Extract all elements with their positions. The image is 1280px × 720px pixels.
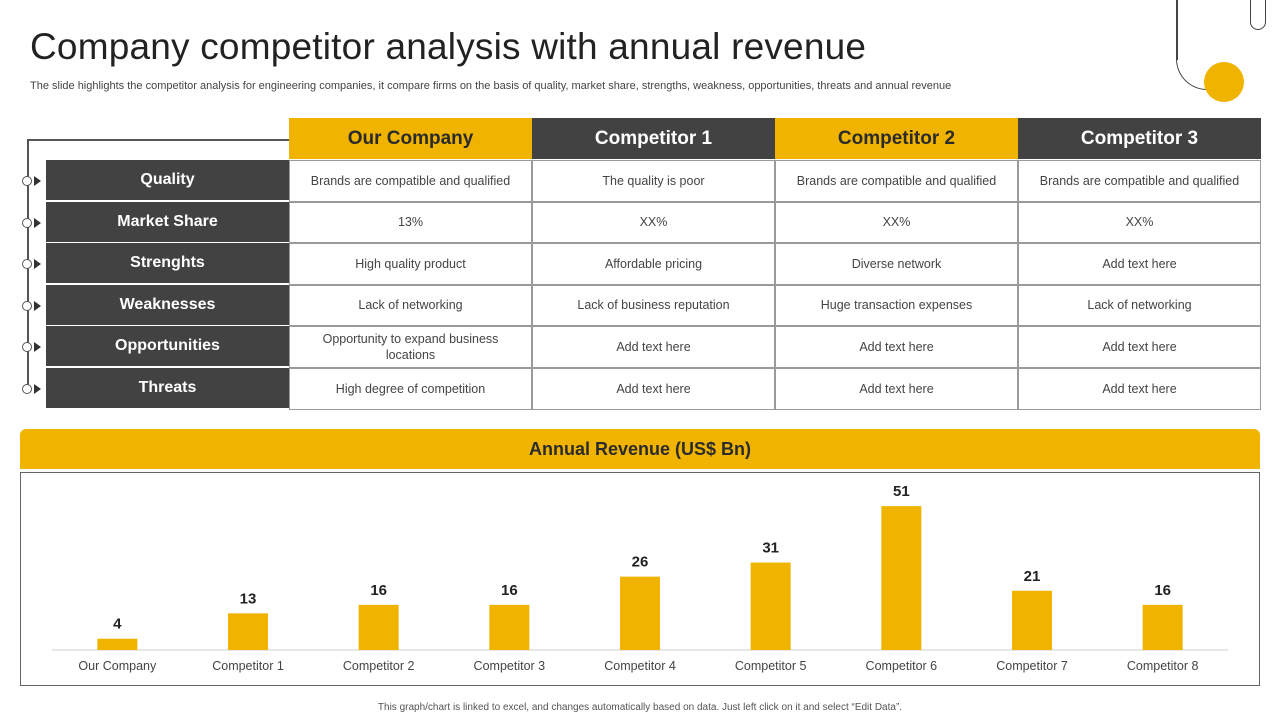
table-cell: Huge transaction expenses: [775, 284, 1018, 327]
column-header-1: Our Company: [289, 118, 532, 159]
column-header-4: Competitor 3: [1018, 118, 1261, 159]
table-cell: High degree of competition: [289, 368, 532, 410]
bar-2: [228, 613, 268, 650]
column-header-3: Competitor 2: [775, 118, 1018, 159]
page-subtitle: The slide highlights the competitor anal…: [30, 80, 952, 92]
x-tick-label: Competitor 2: [343, 659, 415, 673]
row-label: Threats: [46, 368, 289, 409]
decoration-circle: [1204, 62, 1244, 102]
x-tick-label: Competitor 5: [735, 659, 807, 673]
table-cell: Add text here: [1018, 243, 1261, 285]
bar-8: [1012, 590, 1052, 650]
table-cell: XX%: [532, 201, 775, 244]
table-cell: Add text here: [532, 368, 775, 410]
table-cell: Brands are compatible and qualified: [289, 160, 532, 202]
table-cell: Lack of business reputation: [532, 284, 775, 327]
table-cell: The quality is poor: [532, 160, 775, 202]
table-bracket-horizontal: [27, 139, 289, 141]
table-cell: Add text here: [775, 368, 1018, 410]
row-bullet-icon: [22, 340, 50, 354]
chart-frame: [20, 472, 1260, 686]
table-cell: High quality product: [289, 243, 532, 285]
x-tick-label: Competitor 3: [474, 659, 546, 673]
x-tick-label: Competitor 8: [1127, 659, 1199, 673]
table-cell: Affordable pricing: [532, 243, 775, 285]
table-cell: Diverse network: [775, 243, 1018, 285]
footer-note: This graph/chart is linked to excel, and…: [377, 702, 903, 713]
data-label: 51: [893, 483, 910, 500]
decoration-line-stem: [1176, 0, 1178, 60]
bar-9: [1142, 604, 1183, 650]
data-label: 21: [1024, 568, 1041, 585]
table-cell: Add text here: [1018, 326, 1261, 368]
row-bullet-icon: [22, 216, 50, 230]
table-cell: 13%: [289, 201, 532, 244]
data-label: 16: [501, 582, 518, 599]
data-label: 16: [370, 582, 387, 599]
data-label: 4: [113, 616, 122, 633]
row-bullet-icon: [22, 174, 50, 188]
bar-3: [358, 604, 399, 650]
table-cell: XX%: [1018, 201, 1261, 244]
table-cell: Opportunity to expand business locations: [289, 326, 532, 368]
row-label: Quality: [46, 160, 289, 201]
data-label: 26: [632, 554, 649, 571]
data-label: 31: [762, 540, 779, 557]
row-bullet-icon: [22, 257, 50, 271]
row-bullet-icon: [22, 299, 50, 313]
x-tick-label: Competitor 4: [604, 659, 676, 673]
data-label: 16: [1154, 582, 1171, 599]
chart-title-banner: Annual Revenue (US$ Bn): [20, 429, 1260, 469]
row-label: Strenghts: [46, 243, 289, 285]
x-tick-label: Competitor 6: [866, 659, 938, 673]
table-cell: Add text here: [532, 326, 775, 368]
table-cell: Lack of networking: [1018, 284, 1261, 327]
data-label: 13: [240, 590, 257, 607]
bar-4: [489, 604, 530, 650]
revenue-bar-chart: 4 Our Company 13 Competitor 1 16 Competitor 2…: [52, 483, 1228, 673]
table-cell: Add text here: [775, 326, 1018, 368]
row-label: Weaknesses: [46, 284, 289, 326]
table-cell: Lack of networking: [289, 284, 532, 327]
bar-6: [750, 562, 791, 650]
table-cell: Brands are compatible and qualified: [775, 160, 1018, 202]
x-tick-label: Competitor 1: [212, 659, 284, 673]
table-cell: Brands are compatible and qualified: [1018, 160, 1261, 202]
table-cell: XX%: [775, 201, 1018, 244]
column-header-2: Competitor 1: [532, 118, 775, 159]
bar-7: [881, 506, 922, 650]
row-label: Opportunities: [46, 326, 289, 368]
row-label: Market Share: [46, 201, 289, 243]
x-tick-label: Our Company: [78, 659, 157, 673]
row-bullet-icon: [22, 382, 50, 396]
page-title: Company competitor analysis with annual …: [30, 26, 867, 67]
table-cell: Add text here: [1018, 368, 1261, 410]
decoration-hook: [1250, 0, 1266, 30]
bar-5: [620, 576, 660, 650]
x-tick-label: Competitor 7: [996, 659, 1068, 673]
bar-1: [97, 638, 138, 650]
